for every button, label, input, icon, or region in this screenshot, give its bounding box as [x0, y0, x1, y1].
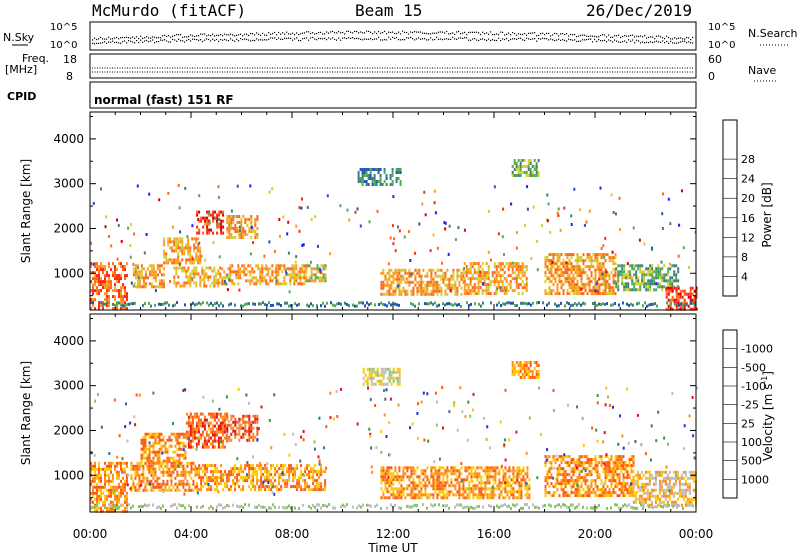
- power-colorbar-label: Power [dB]: [760, 182, 774, 247]
- ground-scatter: [90, 503, 694, 510]
- station-title: McMurdo (fitACF): [92, 1, 246, 20]
- data-region: [544, 455, 635, 498]
- nsearch-label: N.Search: [748, 27, 798, 40]
- data-region: [140, 432, 187, 463]
- y-tick-label: 3000: [53, 177, 84, 191]
- data-region: [615, 264, 680, 292]
- velocity-colorbar-unit-exp: -1: [760, 376, 769, 384]
- freq-unit: [MHz]: [5, 63, 37, 76]
- data-region: [173, 266, 222, 288]
- colorbar-tick-label: 4: [741, 270, 748, 283]
- velocity-colorbar-label-close: ]: [761, 371, 775, 376]
- noise-tick-right-top: 10^5: [708, 22, 735, 33]
- data-region: [362, 367, 401, 386]
- velocity-colorbar-label-main: Velocity [m s: [761, 384, 775, 461]
- data-region: [90, 461, 128, 513]
- time-tick-label: 20:00: [578, 527, 613, 541]
- date-title: 26/Dec/2019: [586, 1, 692, 20]
- time-tick-label: 04:00: [174, 527, 209, 541]
- beam-title: Beam 15: [355, 1, 422, 20]
- power-data: [90, 159, 698, 311]
- cpid-panel: CPID normal (fast) 151 RF: [7, 81, 697, 109]
- noise-trace: [92, 30, 694, 45]
- cpid-label: CPID: [7, 90, 36, 103]
- colorbar-tick-label: 28: [741, 153, 755, 166]
- velocity-data: [90, 361, 698, 513]
- colorbar-tick-label: 12: [741, 231, 755, 244]
- data-region: [130, 461, 197, 492]
- nave-tick-top: 60: [708, 53, 722, 66]
- data-region: [221, 264, 308, 286]
- colorbar-tick-label: 20: [741, 192, 755, 205]
- velocity-colorbar-label: Velocity [m s-1]: [760, 371, 775, 461]
- y-tick-label: 4000: [53, 132, 84, 146]
- velocity-panel: 1000 2000 3000 4000 Slant Range [km] 1000 50…: [19, 313, 775, 513]
- data-region: [196, 464, 327, 492]
- power-colorbar: 4 8 12 16 20 24 28: [722, 119, 755, 297]
- velocity-ylabel: Slant Range [km]: [19, 361, 33, 465]
- time-tick-label: 16:00: [477, 527, 512, 541]
- time-axis-label: Time UT: [367, 541, 418, 554]
- colorbar-tick-label: 1000: [741, 473, 769, 486]
- data-region: [380, 268, 465, 296]
- data-region: [665, 286, 698, 311]
- data-region: [196, 210, 225, 235]
- data-region: [226, 215, 259, 239]
- data-region: [380, 466, 531, 500]
- colorbar-tick-label: 8: [741, 251, 748, 264]
- colorbar-tick-label: -100: [741, 380, 766, 393]
- y-tick-label: 3000: [53, 379, 84, 393]
- nave-label: Nave: [748, 64, 776, 77]
- freq-panel: Freq. [MHz] 18 8 60 0 Nave: [5, 52, 776, 83]
- y-tick-label: 1000: [53, 468, 84, 482]
- colorbar-tick-label: -25: [741, 399, 759, 412]
- power-x-ticks: [89, 112, 697, 310]
- velocity-x-ticks: [89, 314, 697, 512]
- y-tick-label: 2000: [53, 423, 84, 437]
- power-y-ticks: 1000 2000 3000 4000: [53, 115, 696, 297]
- colorbar-tick-label: -500: [741, 361, 766, 374]
- power-panel: 1000 2000 3000 4000 Slant Range [km] 4 8 12 16…: [19, 111, 774, 311]
- time-tick-label: 00:00: [679, 527, 714, 541]
- nave-tick-bottom: 0: [708, 70, 715, 83]
- y-tick-label: 4000: [53, 334, 84, 348]
- colorbar-tick-label: 24: [741, 173, 755, 186]
- time-tick-labels: 00:00 04:00 08:00 12:00 16:00 20:00 00:00: [73, 527, 714, 541]
- colorbar-tick-label: -1000: [741, 343, 773, 356]
- colorbar-tick-label: 16: [741, 212, 755, 225]
- y-tick-label: 2000: [53, 221, 84, 235]
- data-region: [357, 168, 402, 186]
- data-region: [632, 470, 697, 507]
- power-ylabel: Slant Range [km]: [19, 159, 33, 263]
- freq-tick-top: 18: [63, 53, 77, 66]
- cpid-text: normal (fast) 151 RF: [94, 93, 234, 107]
- colorbar-tick-label: 100: [741, 436, 762, 449]
- data-region: [90, 262, 128, 311]
- noise-tick-left-bottom: 10^0: [50, 40, 77, 51]
- noise-tick-left-top: 10^5: [50, 22, 77, 33]
- data-region: [132, 264, 165, 289]
- noise-tick-right-bottom: 10^0: [708, 40, 735, 51]
- freq-tick-bottom: 8: [66, 70, 73, 83]
- time-tick-label: 00:00: [73, 527, 108, 541]
- data-region: [511, 361, 540, 379]
- y-tick-label: 1000: [53, 266, 84, 280]
- colorbar-tick-label: 25: [741, 417, 755, 430]
- data-region: [163, 237, 202, 265]
- ground-scatter: [92, 301, 696, 308]
- velocity-colorbar: 1000 500 100 25 -25 -100 -500 -1000: [722, 329, 773, 499]
- nsky-label: N.Sky: [3, 31, 35, 44]
- data-region: [511, 159, 540, 177]
- colorbar-tick-label: 500: [741, 455, 762, 468]
- speckle: [90, 184, 697, 294]
- time-tick-label: 08:00: [275, 527, 310, 541]
- velocity-y-ticks: 1000 2000 3000 4000: [53, 317, 696, 499]
- freq-label: Freq.: [22, 52, 49, 65]
- noise-panel: N.Sky 10^5 10^0 10^5 10^0 N.Search: [3, 21, 798, 51]
- time-tick-label: 12:00: [376, 527, 411, 541]
